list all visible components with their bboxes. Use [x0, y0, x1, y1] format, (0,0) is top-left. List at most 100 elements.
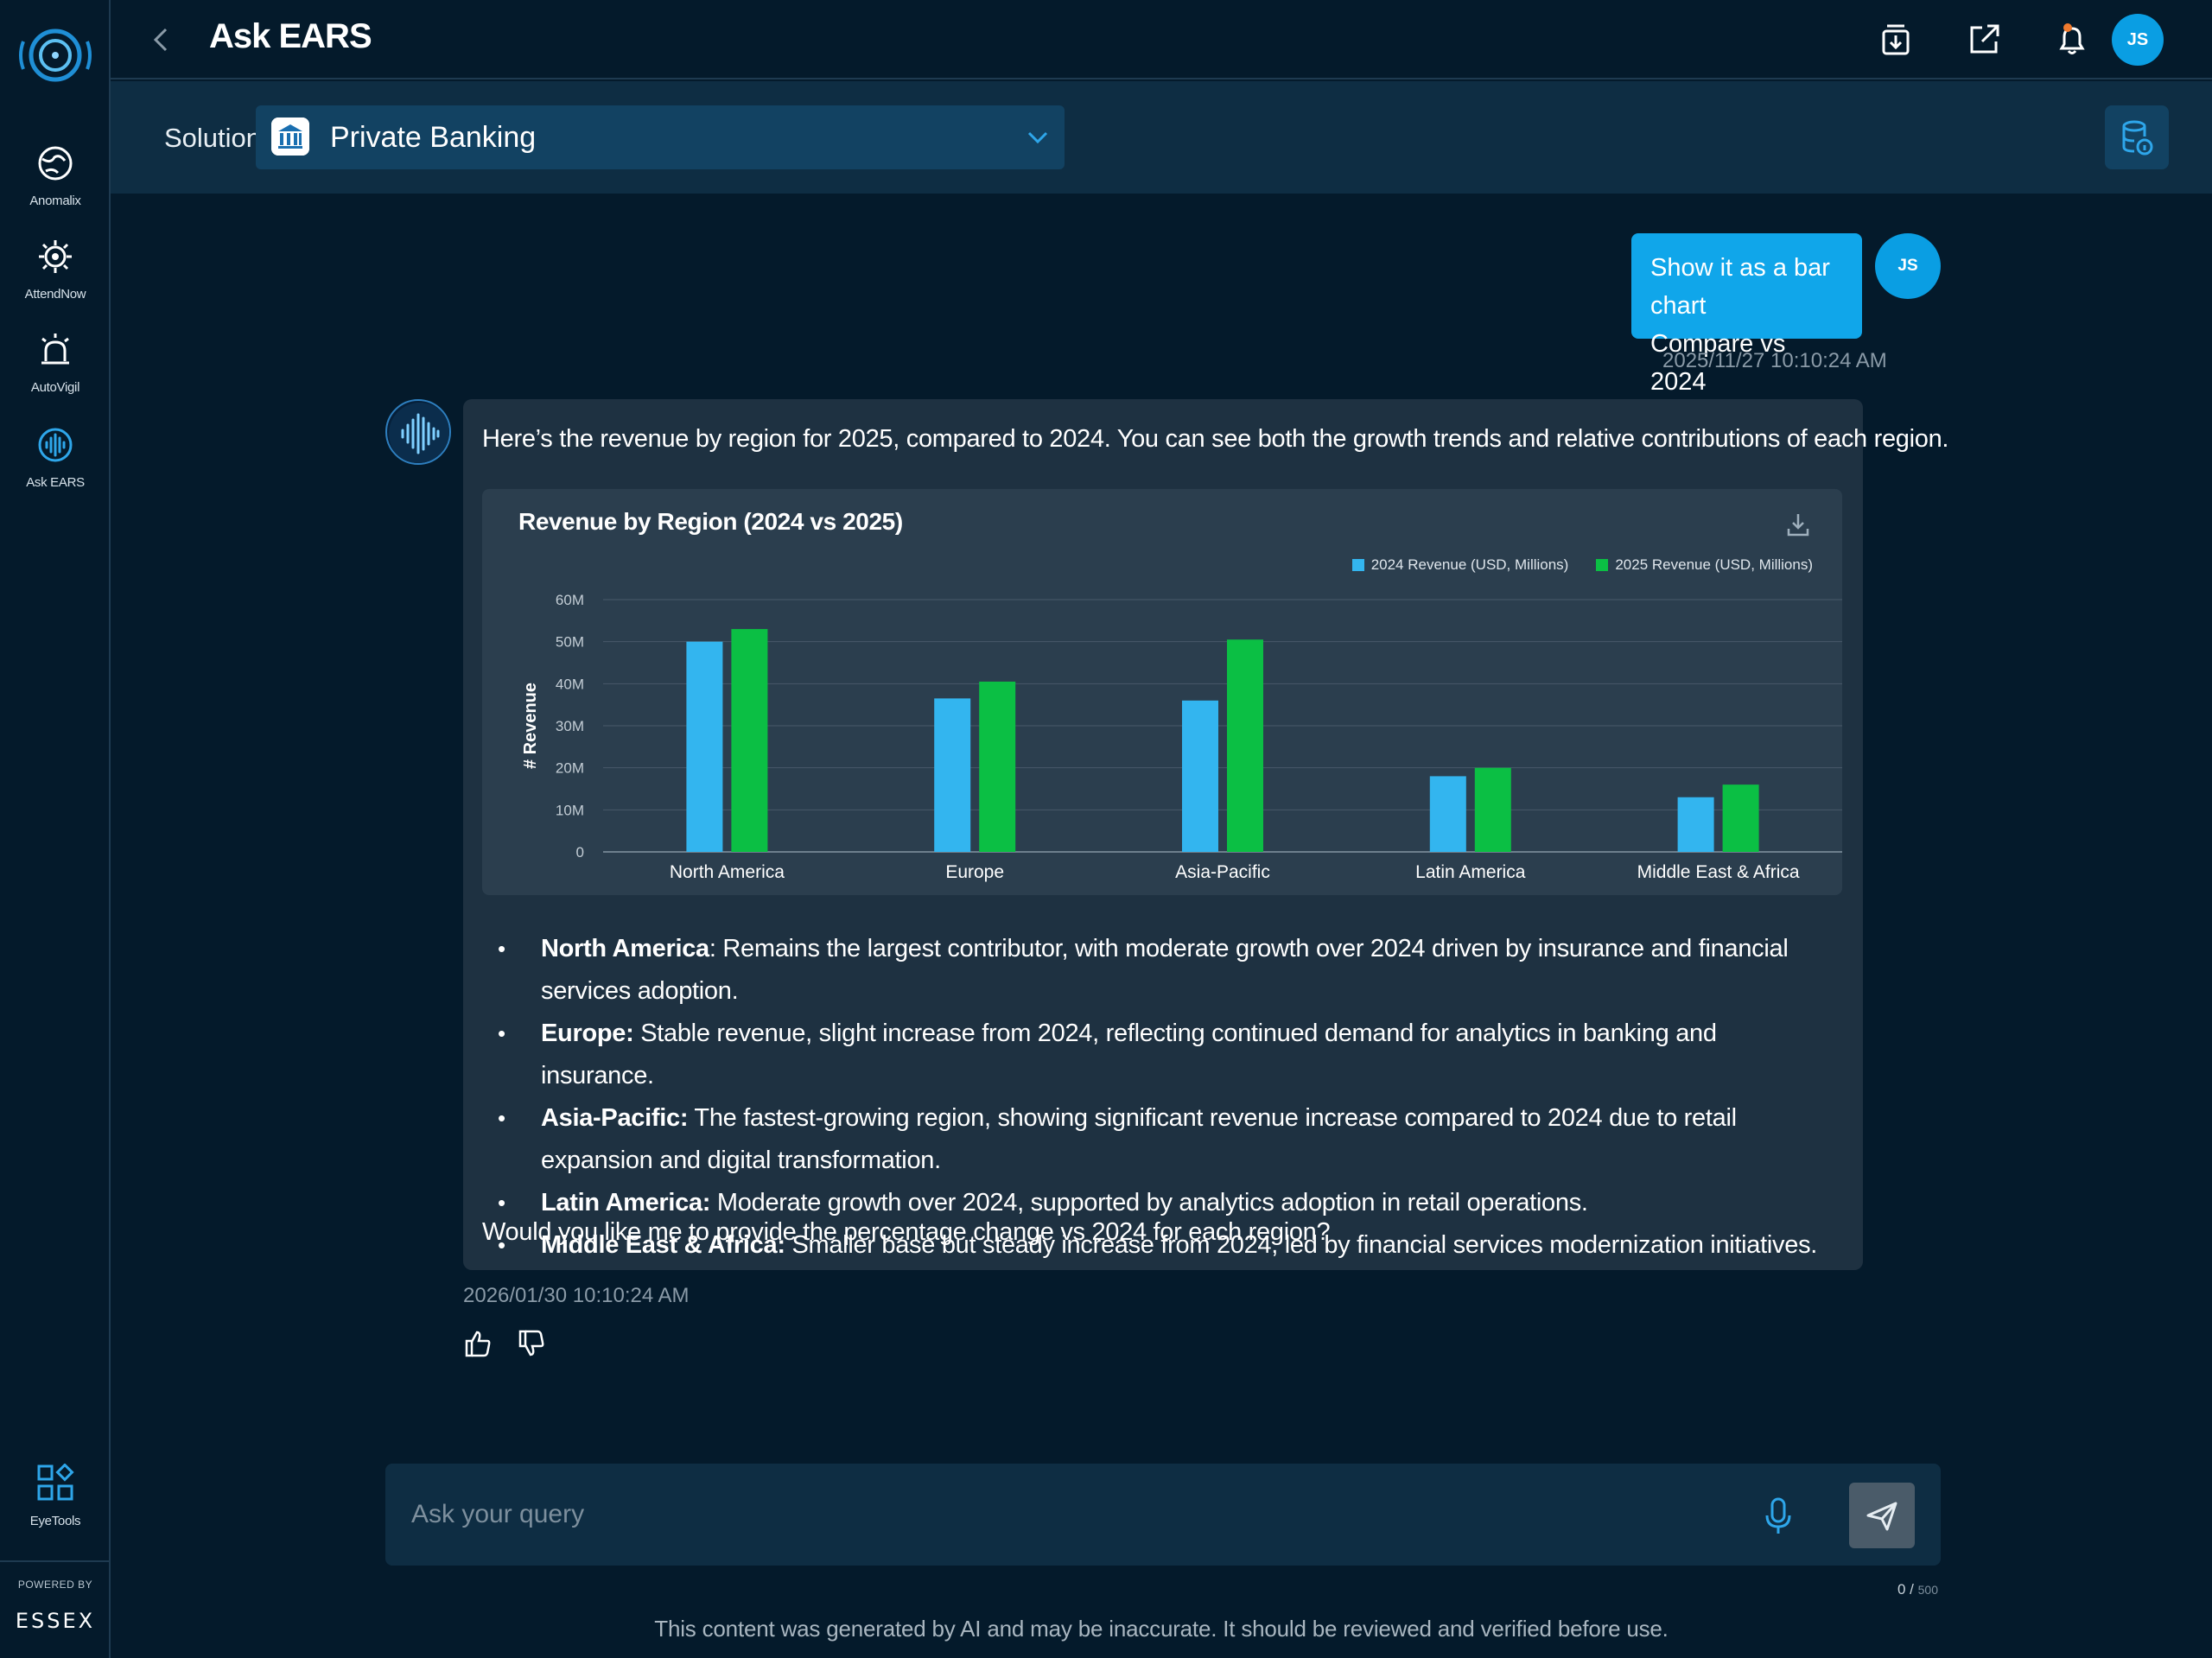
- list-item-text: The fastest-growing region, showing sign…: [541, 1104, 1737, 1174]
- user-message-timestamp: 2025/11/27 10:10:24 AM: [1662, 349, 1887, 372]
- back-arrow-icon[interactable]: [149, 26, 175, 54]
- bar: [1474, 767, 1511, 852]
- download-icon[interactable]: [1785, 511, 1811, 537]
- chart-title: Revenue by Region (2024 vs 2025): [518, 508, 903, 535]
- sidebar-item-anomalix[interactable]: Anomalix: [0, 145, 111, 208]
- chart-card: Revenue by Region (2024 vs 2025) 2024 Re…: [482, 489, 1842, 895]
- list-item-text: Moderate growth over 2024, supported by …: [710, 1189, 1588, 1217]
- ai-disclaimer: This content was generated by AI and may…: [654, 1616, 1669, 1642]
- user-avatar[interactable]: JS: [2112, 14, 2164, 66]
- query-input-box: [385, 1464, 1941, 1566]
- list-item-title: Latin America:: [541, 1189, 711, 1217]
- solution-bar: Solution Private Banking: [111, 81, 2212, 194]
- list-item-text: Smaller base but steady increase from 20…: [785, 1231, 1818, 1259]
- app-logo-icon[interactable]: [16, 24, 94, 86]
- external-link-icon[interactable]: [1967, 22, 2001, 57]
- y-tick-label: 50M: [556, 634, 584, 651]
- bar: [1182, 700, 1218, 852]
- assistant-followup-question: Would you like me to provide the percent…: [482, 1218, 1331, 1246]
- solution-selected-value: Private Banking: [330, 121, 537, 154]
- user-message-bubble: Show it as a bar chart Compare vs 2024: [1631, 233, 1862, 396]
- download-archive-icon[interactable]: [1878, 22, 1913, 57]
- notification-dot: [2063, 23, 2072, 32]
- audio-wave-icon: [38, 428, 73, 462]
- sidebar-item-label: Ask EARS: [26, 475, 85, 490]
- character-counter: 0 / 500: [1897, 1581, 1938, 1598]
- bar: [731, 629, 768, 852]
- chart-legend: 2024 Revenue (USD, Millions) 2025 Revenu…: [1351, 556, 1813, 574]
- x-tick-label: Middle East & Africa: [1637, 862, 1800, 882]
- legend-item: 2024 Revenue (USD, Millions): [1351, 556, 1569, 574]
- user-message-avatar: JS: [1875, 233, 1941, 299]
- bar: [1677, 797, 1714, 852]
- globe-radar-icon: [38, 146, 73, 181]
- thumbs-up-icon[interactable]: [463, 1329, 493, 1358]
- bell-icon[interactable]: [2055, 22, 2089, 57]
- brand-logo: ESSEX: [15, 1609, 96, 1633]
- powered-by-label: POWERED BY: [17, 1579, 93, 1591]
- solution-dropdown[interactable]: Private Banking: [256, 105, 1065, 169]
- sidebar-item-label: AttendNow: [24, 287, 86, 302]
- sidebar: Anomalix AttendNow AutoVigil: [0, 0, 111, 1658]
- bar: [934, 698, 971, 852]
- y-tick-label: 40M: [556, 676, 584, 692]
- sidebar-item-label: AutoVigil: [30, 380, 80, 395]
- list-item: Latin America: Moderate growth over 2024…: [482, 1182, 1830, 1224]
- list-item-text: : Remains the largest contributor, with …: [541, 935, 1789, 1005]
- bar-chart: 0 10M 20M 30M 40M 50M 60M # Revenue North Americ…: [521, 592, 1842, 882]
- query-input[interactable]: [411, 1495, 1673, 1534]
- solution-label: Solution: [164, 123, 262, 153]
- list-item-text: Stable revenue, slight increase from 202…: [541, 1020, 1717, 1089]
- list-item: North America: Remains the largest contr…: [482, 928, 1830, 1013]
- y-tick-label: 60M: [556, 592, 584, 608]
- bar: [686, 641, 723, 852]
- list-item: Middle East & Africa: Smaller base but s…: [482, 1224, 1830, 1267]
- list-item-title: North America: [541, 935, 709, 962]
- legend-label: 2024 Revenue (USD, Millions): [1370, 556, 1569, 573]
- y-tick-label: 0: [576, 844, 584, 861]
- insight-list: North America: Remains the largest contr…: [482, 928, 1830, 1267]
- data-source-button[interactable]: [2105, 105, 2169, 169]
- y-axis-label: # Revenue: [521, 683, 540, 769]
- database-info-icon: [2122, 120, 2153, 156]
- assistant-message-timestamp: 2026/01/30 10:10:24 AM: [463, 1284, 690, 1307]
- list-item-title: Asia-Pacific:: [541, 1104, 689, 1132]
- legend-swatch: [1351, 559, 1364, 571]
- legend-item: 2025 Revenue (USD, Millions): [1596, 556, 1813, 574]
- bar: [1722, 785, 1759, 852]
- page-title: Ask EARS: [209, 17, 372, 55]
- list-item: Asia-Pacific: The fastest-growing region…: [482, 1097, 1830, 1182]
- y-tick-label: 20M: [556, 760, 584, 777]
- x-tick-label: Asia-Pacific: [1175, 862, 1270, 882]
- assistant-message-card: Here’s the revenue by region for 2025, c…: [463, 399, 1948, 1270]
- sidebar-item-ask-ears[interactable]: Ask EARS: [0, 427, 111, 490]
- user-message-line: Compare vs 2024: [1650, 330, 1786, 396]
- microphone-icon[interactable]: [1761, 1496, 1796, 1536]
- legend-label: 2025 Revenue (USD, Millions): [1615, 556, 1813, 573]
- send-icon: [1866, 1502, 1897, 1531]
- list-item: Europe: Stable revenue, slight increase …: [482, 1013, 1830, 1097]
- list-item-title: Middle East & Africa:: [541, 1231, 785, 1259]
- assistant-intro-text: Here’s the revenue by region for 2025, c…: [482, 425, 1949, 453]
- sidebar-item-eyetools[interactable]: EyeTools: [0, 1464, 111, 1528]
- legend-swatch: [1596, 559, 1609, 571]
- send-button[interactable]: [1849, 1483, 1915, 1548]
- bar: [979, 681, 1016, 852]
- divider: [0, 1560, 111, 1562]
- user-message-line: Show it as a bar chart: [1650, 254, 1830, 320]
- sidebar-item-autovigil[interactable]: AutoVigil: [0, 332, 111, 395]
- thumbs-down-icon[interactable]: [517, 1329, 546, 1358]
- eye-gear-icon: [39, 240, 72, 273]
- x-tick-label: Europe: [945, 862, 1004, 882]
- list-item-title: Europe:: [541, 1020, 634, 1047]
- bar: [1227, 639, 1263, 852]
- y-tick-label: 30M: [556, 718, 584, 734]
- sidebar-item-label: Anomalix: [29, 194, 81, 208]
- top-header: Ask EARS JS: [111, 0, 2212, 79]
- character-count: 0 /: [1897, 1581, 1914, 1598]
- audio-wave-icon: [389, 403, 449, 463]
- apps-grid-icon: [37, 1464, 74, 1501]
- alarm-siren-icon: [41, 334, 69, 365]
- sidebar-item-attendnow[interactable]: AttendNow: [0, 238, 111, 302]
- chevron-down-icon: [1027, 131, 1048, 144]
